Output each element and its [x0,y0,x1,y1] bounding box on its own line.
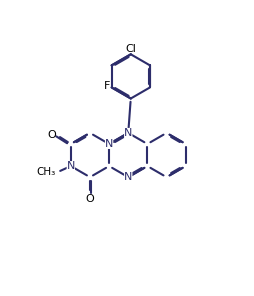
Text: N: N [67,161,75,171]
Text: CH₃: CH₃ [37,167,56,177]
Text: O: O [86,194,94,205]
Text: O: O [47,130,56,140]
Text: Cl: Cl [125,44,136,54]
Text: N: N [124,172,132,182]
Text: N: N [105,139,113,149]
Text: N: N [124,128,132,138]
Text: F: F [104,81,110,91]
